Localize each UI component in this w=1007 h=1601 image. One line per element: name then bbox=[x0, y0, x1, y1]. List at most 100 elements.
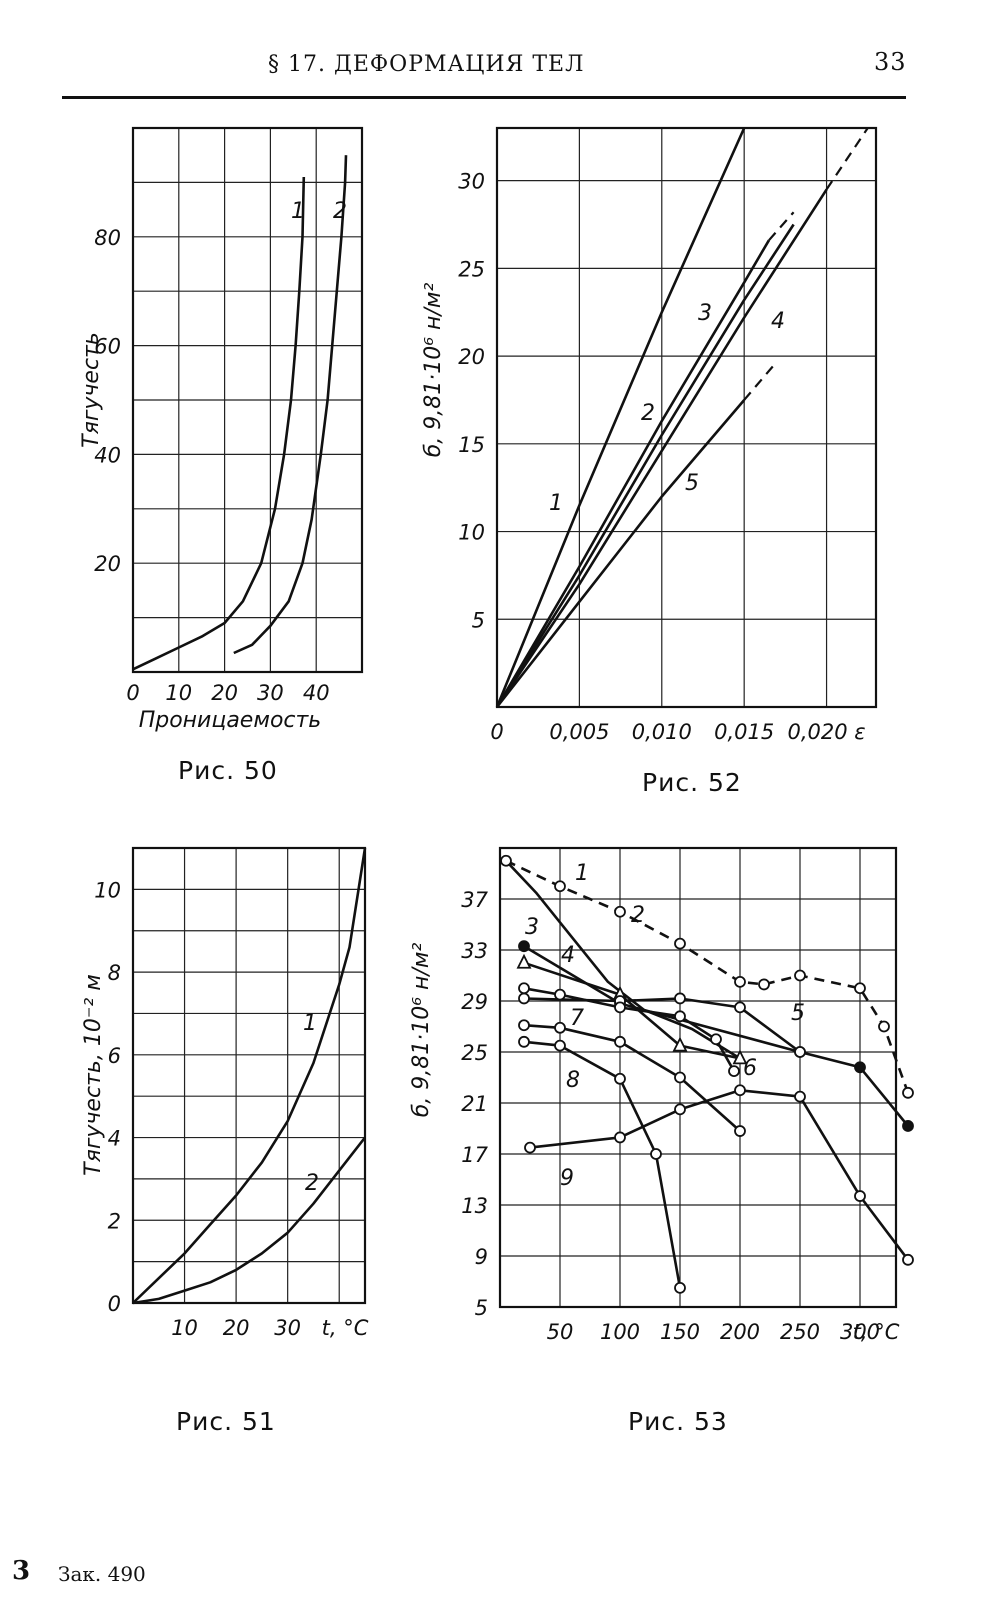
fig53-series-8-marker bbox=[518, 1035, 530, 1048]
fig52-y-tick-label: 15 bbox=[458, 433, 485, 457]
fig52-x-tick-label: 0 bbox=[490, 720, 503, 744]
fig53-series-2-marker bbox=[902, 1086, 914, 1099]
fig53-x-tick-label: 200 bbox=[720, 1320, 760, 1344]
fig52-x-tick-label: 0,020 ε bbox=[787, 720, 865, 744]
fig53-series-7-marker bbox=[674, 1071, 686, 1084]
fig53-series-5-marker bbox=[734, 1001, 746, 1014]
caption-fig51: Рис. 51 bbox=[176, 1407, 276, 1436]
fig50-x-tick-label: 0 bbox=[126, 681, 139, 705]
fig51-y-tick-label: 8 bbox=[108, 961, 121, 985]
section-heading: § 17. ДЕФОРМАЦИЯ ТЕЛ bbox=[268, 52, 585, 77]
fig53-series-7-marker bbox=[614, 1035, 626, 1048]
fig52-x-tick-label: 0,015 bbox=[714, 720, 774, 744]
fig53-y-tick-label: 29 bbox=[461, 990, 488, 1014]
fig53-series-2-marker bbox=[854, 982, 866, 995]
fig53-series-2-label: 2 bbox=[631, 903, 645, 928]
fig53-plot bbox=[498, 846, 914, 1309]
fig52-series-3-label: 3 bbox=[698, 301, 712, 326]
fig53-series-7-label: 7 bbox=[570, 1006, 584, 1031]
fig52-frame bbox=[495, 126, 878, 709]
fig53-series-9-label: 9 bbox=[560, 1166, 574, 1191]
fig53-series-3-label: 3 bbox=[525, 915, 539, 940]
fig50-y-tick-label: 60 bbox=[94, 335, 121, 359]
fig53-x-tick-label: 150 bbox=[660, 1320, 700, 1344]
fig50-series-2-label: 2 bbox=[333, 199, 347, 224]
fig52-series-1-label: 1 bbox=[549, 491, 563, 516]
fig53-series-7-marker bbox=[554, 1021, 566, 1034]
fig52-series-4-label: 4 bbox=[771, 309, 785, 334]
fig53-series-2-marker bbox=[734, 975, 746, 988]
fig51-x-tick-label: 20 bbox=[223, 1316, 250, 1340]
fig53-series-2-marker bbox=[794, 969, 806, 982]
fig52-y-axis-label: б, 9,81·10⁶ н/м² bbox=[421, 283, 446, 458]
fig53-series-2-marker bbox=[614, 905, 626, 918]
page-number: 33 bbox=[874, 48, 907, 76]
caption-fig53: Рис. 53 bbox=[628, 1407, 728, 1436]
fig53-series-3-marker bbox=[902, 1120, 914, 1132]
fig53-series-5-marker bbox=[518, 992, 530, 1005]
fig51-y-tick-label: 2 bbox=[108, 1209, 121, 1233]
fig53-series-2-marker bbox=[758, 978, 770, 991]
fig53-series-9-marker bbox=[902, 1253, 914, 1266]
sheet-number: 3 bbox=[12, 1556, 31, 1586]
fig50-x-axis-label: Проницаемость bbox=[139, 708, 322, 733]
fig53-series-9-marker bbox=[524, 1141, 536, 1154]
fig53-frame bbox=[498, 846, 898, 1309]
fig53-series-6-label: 6 bbox=[743, 1056, 757, 1081]
fig52-plot bbox=[495, 126, 878, 709]
fig51-x-tick-label: t, °C bbox=[322, 1316, 369, 1340]
fig53-series-2-marker bbox=[674, 937, 686, 950]
fig52-series-4-dashed-extension bbox=[825, 127, 869, 191]
fig53-series-4-line bbox=[523, 961, 741, 1060]
fig52-series-3-line bbox=[495, 223, 795, 708]
fig52-series-2-dashed-extension bbox=[768, 211, 795, 242]
fig51-y-tick-label: 4 bbox=[108, 1127, 121, 1151]
fig53-series-8-marker bbox=[674, 1281, 686, 1294]
fig53-series-4-label: 4 bbox=[561, 943, 575, 968]
fig53-series-6-marker bbox=[674, 1010, 686, 1023]
fig53-series-9-marker bbox=[674, 1103, 686, 1116]
fig53-y-tick-label: 9 bbox=[475, 1245, 488, 1269]
fig53-series-9-marker bbox=[614, 1131, 626, 1144]
fig53-series-8-marker bbox=[614, 1072, 626, 1085]
fig53-series-9-marker bbox=[794, 1090, 806, 1103]
fig52-series-5-dashed-extension bbox=[743, 360, 778, 401]
fig52-series-4-line bbox=[495, 188, 828, 708]
fig50-y-tick-label: 40 bbox=[94, 443, 121, 467]
fig53-series-4-marker bbox=[672, 1036, 688, 1052]
fig50-x-tick-label: 40 bbox=[303, 681, 330, 705]
fig50-y-tick-label: 20 bbox=[94, 552, 121, 576]
fig53-series-6-marker bbox=[728, 1065, 740, 1078]
fig52-y-tick-label: 25 bbox=[458, 257, 485, 281]
fig51-y-tick-label: 10 bbox=[94, 878, 121, 902]
fig52-x-tick-label: 0,010 bbox=[632, 720, 692, 744]
fig51-plot bbox=[131, 846, 367, 1305]
fig51-series-2-label: 2 bbox=[305, 1171, 319, 1196]
fig53-series-6-marker bbox=[710, 1033, 722, 1046]
fig52-series-5-label: 5 bbox=[685, 471, 699, 496]
fig50-y-tick-label: 80 bbox=[94, 226, 121, 250]
fig52-series-2-label: 2 bbox=[641, 401, 655, 426]
fig53-series-7-marker bbox=[734, 1125, 746, 1137]
fig51-frame bbox=[131, 846, 367, 1305]
fig53-series-5-marker bbox=[794, 1046, 806, 1058]
fig53-y-axis-label: б, 9,81·10⁶ н/м² bbox=[409, 943, 434, 1118]
fig53-x-tick-label: 100 bbox=[600, 1320, 640, 1344]
fig53-series-2-marker bbox=[878, 1020, 890, 1033]
fig51-y-tick-label: 0 bbox=[108, 1292, 121, 1316]
fig50-series-1-label: 1 bbox=[291, 199, 305, 224]
fig53-y-tick-label: 5 bbox=[475, 1296, 488, 1320]
fig53-x-tick-label: 250 bbox=[780, 1320, 820, 1344]
fig52-series-1-line bbox=[495, 127, 746, 708]
fig51-y-tick-label: 6 bbox=[108, 1044, 121, 1068]
fig52-x-tick-label: 0,005 bbox=[549, 720, 609, 744]
fig53-series-3-marker bbox=[518, 940, 530, 953]
fig53-series-8-marker bbox=[554, 1039, 566, 1052]
fig52-y-tick-label: 10 bbox=[458, 521, 485, 545]
caption-fig50: Рис. 50 bbox=[178, 756, 278, 785]
fig50-plot bbox=[131, 126, 364, 674]
fig51-series-2-line bbox=[132, 1136, 367, 1305]
fig53-series-1-label: 1 bbox=[575, 861, 589, 886]
fig51-y-axis-label: Тягучесть, 10⁻² м bbox=[81, 974, 106, 1176]
fig51-series-1-line bbox=[132, 847, 367, 1304]
